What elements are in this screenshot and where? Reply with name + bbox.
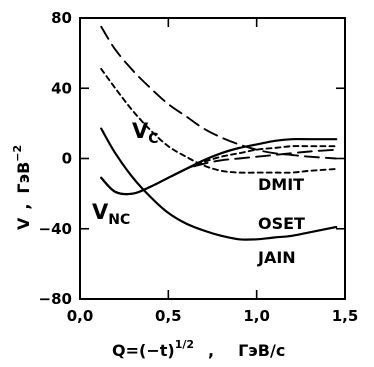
series-line-0 [100, 25, 338, 160]
series-line-5 [100, 137, 338, 196]
x-tick-label: 0,0 [67, 307, 94, 325]
series-line-1 [100, 67, 338, 174]
y-tick-label: 80 [51, 9, 72, 27]
annotation-vnc: VNC [92, 200, 130, 228]
x-tick-label: 1,0 [243, 307, 270, 325]
series-line-2 [100, 127, 338, 241]
annotation-jain: JAIN [257, 248, 296, 267]
annotation-vc-sub: C [148, 131, 158, 147]
series-line-3 [100, 148, 338, 196]
y-axis-title-main: V [14, 217, 33, 230]
annotation-dmit: DMIT [258, 175, 304, 194]
y-tick-label: −40 [39, 220, 72, 238]
y-axis-title-sep: , [14, 204, 33, 210]
x-axis-title-sup: 1/2 [175, 338, 194, 351]
y-tick-label: 0 [62, 150, 72, 168]
annotation-vnc-main: V [92, 200, 109, 224]
x-axis-title-unit: ГэВ/с [238, 341, 285, 360]
y-tick-label: 40 [51, 79, 72, 97]
y-tick-label: −80 [39, 290, 72, 308]
annotation-oset: OSET [258, 214, 305, 233]
x-tick-label: 0,5 [155, 307, 182, 325]
x-axis-title-main: Q=(−t) [112, 341, 175, 360]
y-axis-title-sup: −2 [11, 145, 24, 162]
x-tick-label: 1,5 [332, 307, 359, 325]
y-axis-title-unit: ГэВ [14, 162, 33, 194]
annotation-vc-main: V [132, 119, 149, 143]
y-axis-title: V, ГэВ−2 [11, 145, 33, 230]
x-axis-title: Q=(−t)1/2, ГэВ/с [112, 338, 285, 360]
annotation-vnc-sub: NC [108, 212, 130, 228]
axis-ticks: 0,0 0,5 1,0 1,5 −80 −40 0 40 80 [39, 9, 359, 325]
series-layer [100, 25, 338, 241]
annotation-vc: VC [132, 119, 159, 147]
x-axis-title-sep: , [208, 341, 214, 360]
